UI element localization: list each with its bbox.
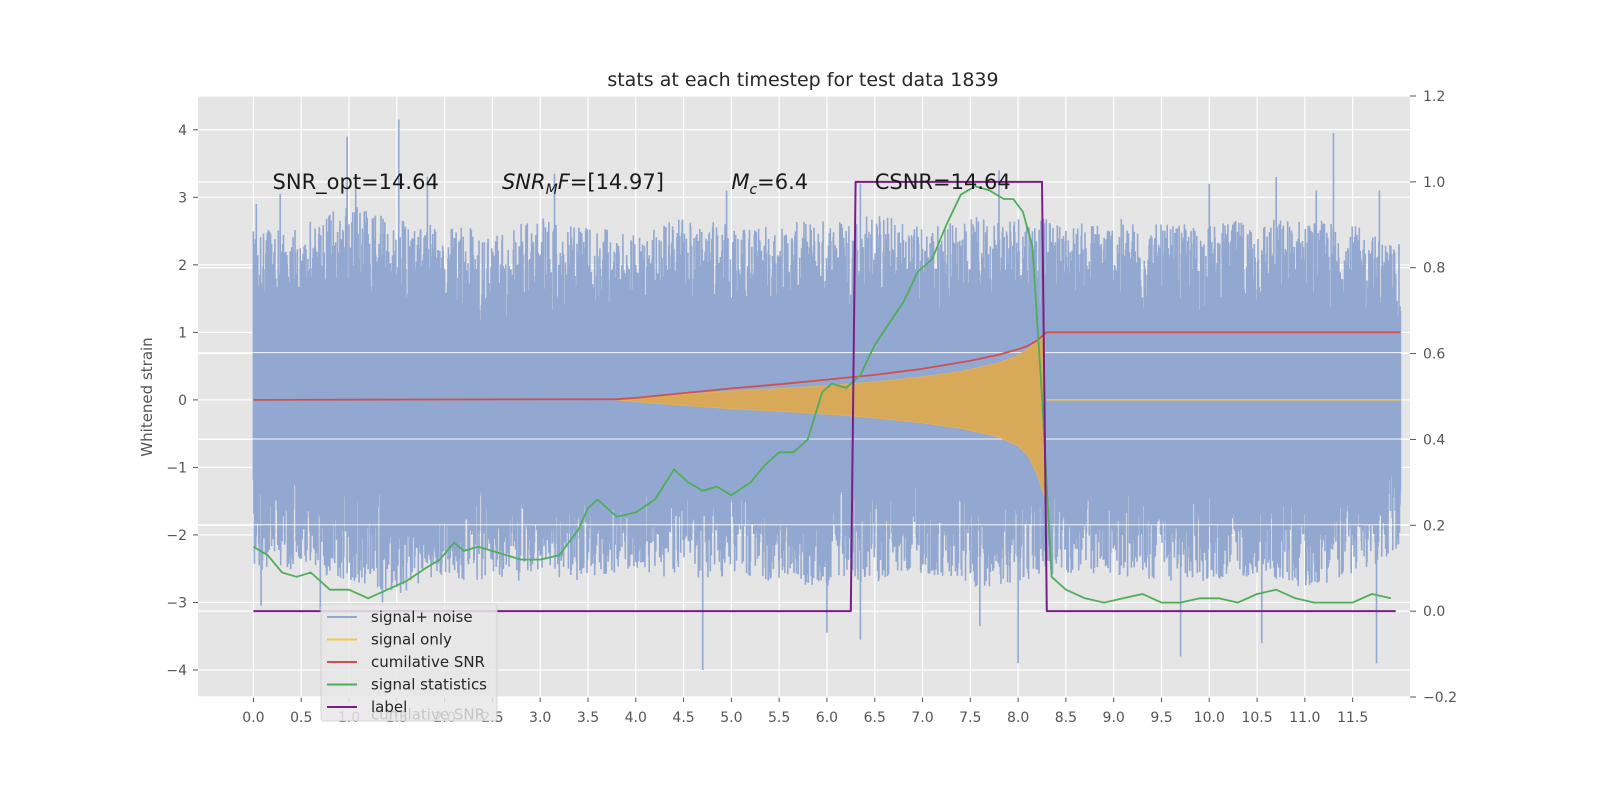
y-tick-label: −1	[166, 460, 187, 476]
x-tick-label: 3.5	[577, 710, 599, 726]
y-tick-label: 1	[178, 325, 187, 341]
plot-area: 0.00.51.01.52.02.53.03.54.04.55.05.56.06…	[166, 89, 1457, 726]
x-tick-label: 11.5	[1337, 710, 1368, 726]
chart-title: stats at each timestep for test data 183…	[607, 69, 998, 91]
annotation-text: Mc=6.4	[731, 170, 808, 198]
y-tick-label: 2	[178, 258, 187, 274]
legend: cumilative SNR signal+ noise signal only cu…	[320, 603, 498, 724]
legend-label: cumilative SNR	[371, 653, 485, 671]
x-tick-label: 0.0	[242, 710, 264, 726]
annotation-text: SNRMF=[14.97]	[502, 170, 664, 198]
y-tick-label: 3	[178, 190, 187, 206]
label-line	[253, 180, 1396, 613]
annotation-text: CSNR=14.64	[875, 170, 1011, 194]
y2-tick-label: 1.0	[1423, 175, 1445, 191]
x-tick-label: 6.0	[816, 710, 838, 726]
y2-tick-label: −0.2	[1423, 690, 1457, 706]
legend-ghost-text: cumilative SNR	[371, 706, 485, 724]
y-tick-label: −3	[166, 595, 187, 611]
legend-label: signal+ noise	[371, 608, 473, 626]
x-tick-label: 4.5	[672, 710, 694, 726]
legend-label: signal only	[371, 631, 452, 649]
y2-tick-label: 0.0	[1423, 604, 1445, 620]
x-tick-label: 5.0	[720, 710, 742, 726]
x-tick-label: 4.0	[625, 710, 647, 726]
x-tick-label: 6.5	[864, 710, 886, 726]
y2-tick-label: 0.8	[1423, 261, 1445, 277]
x-tick-label: 9.5	[1150, 710, 1172, 726]
y-axis-label: Whitened strain	[138, 337, 156, 456]
y2-tick-label: 0.2	[1423, 518, 1445, 534]
y-tick-label: 4	[178, 123, 187, 139]
y-tick-label: −4	[166, 663, 187, 679]
x-tick-label: 7.0	[911, 710, 933, 726]
legend-label: signal statistics	[371, 676, 487, 694]
cumulative-snr-line	[253, 331, 1401, 401]
legend-label: label	[371, 698, 407, 716]
x-tick-label: 10.0	[1194, 710, 1225, 726]
x-tick-label: 9.0	[1103, 710, 1125, 726]
y-tick-label: 0	[178, 393, 187, 409]
annotation-text: SNR_opt=14.64	[273, 170, 439, 195]
x-tick-label: 8.0	[1007, 710, 1029, 726]
x-tick-label: 0.5	[290, 710, 312, 726]
x-tick-label: 10.5	[1241, 710, 1272, 726]
x-tick-label: 11.0	[1289, 710, 1320, 726]
annotations: SNR_opt=14.64 SNRMF=[14.97] Mc=6.4 CSNR=14.…	[273, 170, 1011, 198]
x-tick-label: 7.5	[959, 710, 981, 726]
signal-statistics-line	[252, 185, 1392, 604]
x-tick-label: 5.5	[768, 710, 790, 726]
y2-tick-label: 0.6	[1423, 347, 1445, 363]
x-tick-label: 8.5	[1055, 710, 1077, 726]
y2-tick-label: 1.2	[1423, 89, 1445, 105]
x-tick-label: 3.0	[529, 710, 551, 726]
y2-tick-label: 0.4	[1423, 432, 1445, 448]
y-tick-label: −2	[166, 528, 187, 544]
legend-box	[320, 603, 498, 722]
